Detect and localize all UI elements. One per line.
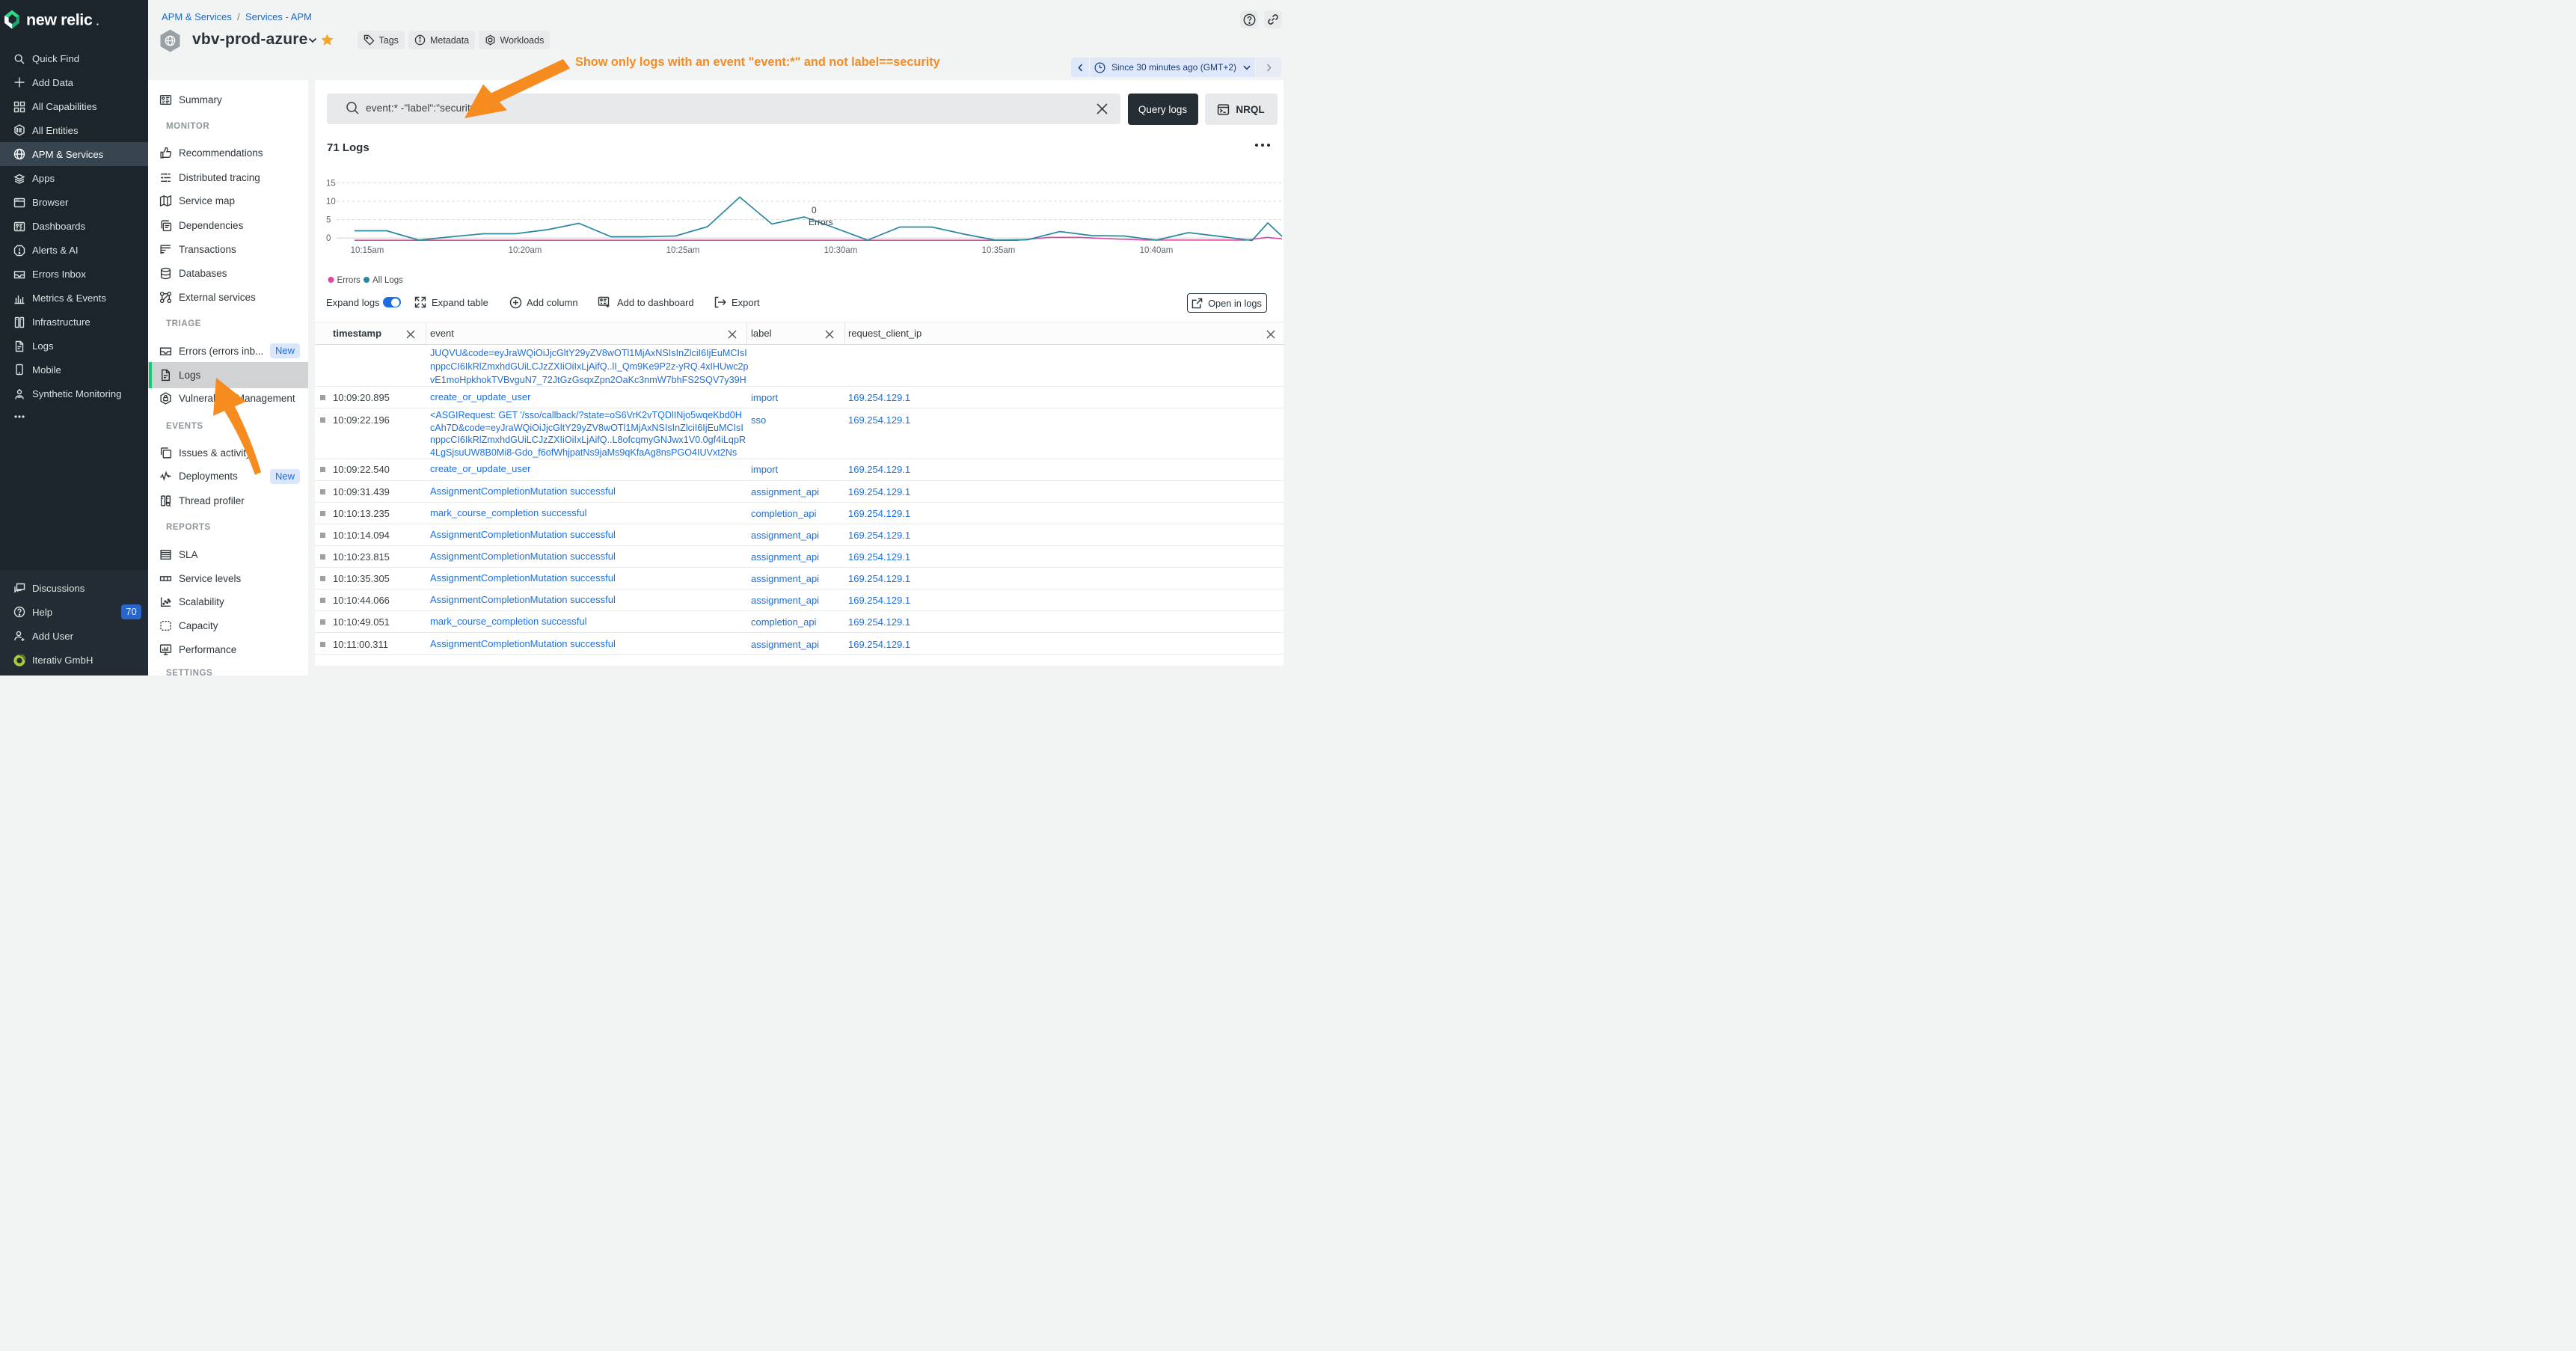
svg-text:10: 10 <box>326 197 336 206</box>
svg-text:Errors: Errors <box>337 276 361 285</box>
svg-text:15: 15 <box>326 180 336 189</box>
svg-text:10:35am: 10:35am <box>982 246 1016 255</box>
svg-text:10:40am: 10:40am <box>1140 246 1174 255</box>
svg-text:0: 0 <box>326 234 331 243</box>
svg-text:new relic: new relic <box>26 11 93 29</box>
svg-text:10:15am: 10:15am <box>351 246 384 255</box>
svg-text:5: 5 <box>326 216 331 225</box>
svg-text:0: 0 <box>812 205 817 215</box>
svg-text:10:25am: 10:25am <box>666 246 700 255</box>
svg-text:10:20am: 10:20am <box>509 246 542 255</box>
svg-text:All Logs: All Logs <box>372 276 403 285</box>
svg-text:10:30am: 10:30am <box>824 246 858 255</box>
svg-text:Errors: Errors <box>809 217 833 227</box>
